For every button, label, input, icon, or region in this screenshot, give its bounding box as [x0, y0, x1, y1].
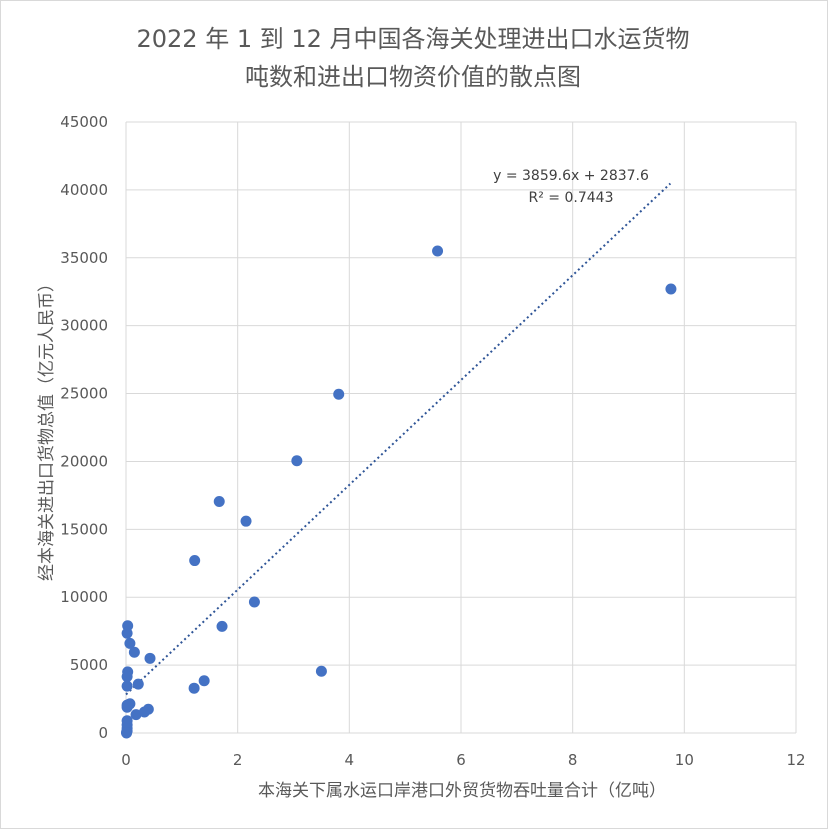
data-point [121, 671, 133, 683]
data-point [188, 682, 200, 694]
y-tick-label: 30000 [60, 317, 108, 335]
x-axis-title: 本海关下属水运口岸港口外贸货物吞吐量合计（亿吨） [258, 781, 666, 801]
x-tick-label: 8 [568, 751, 578, 769]
x-tick-label: 2 [233, 751, 243, 769]
x-tick-label: 12 [786, 751, 805, 769]
trendline-equation-label: y = 3859.6x + 2837.6 [493, 168, 649, 184]
data-point [124, 637, 136, 649]
trendline [125, 182, 672, 696]
data-point [240, 515, 252, 527]
data-point [198, 675, 210, 687]
y-tick-label: 5000 [70, 656, 108, 674]
y-tick-label: 45000 [60, 113, 108, 131]
data-point [432, 245, 444, 257]
data-point [121, 627, 133, 639]
data-point [291, 455, 303, 467]
y-tick-label: 35000 [60, 249, 108, 267]
data-points [121, 245, 677, 739]
data-point [216, 620, 228, 632]
data-point [132, 678, 144, 690]
chart-title-line-1: 2022 年 1 到 12 月中国各海关处理进出口水运货物 [136, 25, 689, 53]
x-tick-label: 10 [675, 751, 694, 769]
data-point [213, 495, 225, 507]
gridlines [125, 121, 797, 734]
y-axis-title: 经本海关进出口货物总值（亿元人民币） [37, 275, 57, 581]
tick-labels: 0 5000 10000 15000 20000 25000 30000 35000 40000… [60, 113, 805, 769]
trendline-group [125, 182, 672, 696]
data-point [248, 596, 260, 608]
y-tick-label: 10000 [60, 588, 108, 606]
data-point [333, 388, 345, 400]
data-point [121, 680, 133, 692]
y-tick-label: 0 [98, 724, 108, 742]
y-tick-label: 15000 [60, 520, 108, 538]
data-point [189, 555, 201, 567]
data-point [130, 709, 142, 721]
chart-title-line-2: 吨数和进出口物资价值的散点图 [245, 63, 581, 91]
trendline-r2-label: R² = 0.7443 [529, 190, 614, 206]
x-tick-label: 4 [345, 751, 355, 769]
x-tick-label: 0 [121, 751, 131, 769]
data-point [121, 727, 133, 739]
y-tick-label: 40000 [60, 181, 108, 199]
data-point [128, 646, 140, 658]
data-point [138, 706, 150, 718]
data-point [144, 652, 156, 664]
y-tick-label: 25000 [60, 385, 108, 403]
y-tick-label: 20000 [60, 452, 108, 470]
data-point [315, 665, 327, 677]
data-point [121, 701, 133, 713]
data-point [665, 283, 677, 295]
x-tick-label: 6 [456, 751, 466, 769]
